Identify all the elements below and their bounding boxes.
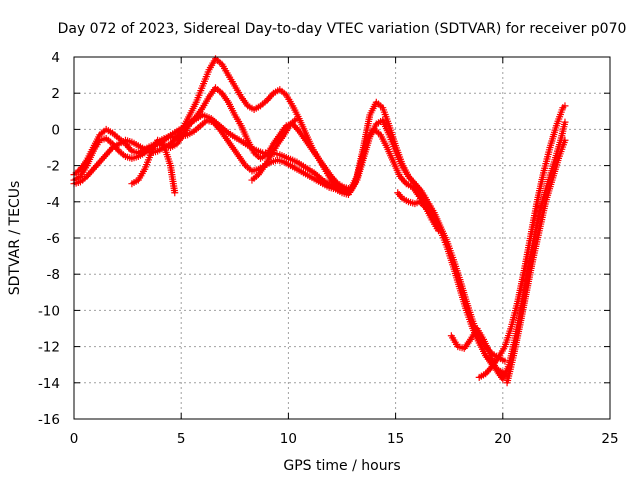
data-point-marker (317, 175, 325, 183)
y-tick-label: -4 (47, 195, 60, 211)
series-track-7 (128, 136, 179, 197)
series-track-6 (503, 136, 569, 387)
y-tick-label: 4 (51, 50, 60, 66)
data-points (70, 55, 569, 387)
x-tick-label: 15 (387, 431, 404, 447)
y-tick-label: -2 (47, 159, 60, 175)
y-tick-label: -8 (47, 267, 60, 283)
series-track-3 (70, 55, 509, 378)
data-point-marker (293, 115, 301, 123)
series-line (478, 104, 566, 379)
series-track-8 (156, 111, 352, 195)
y-tick-label: -6 (47, 231, 60, 247)
data-point-marker (561, 102, 569, 110)
y-tick-label: 0 (51, 122, 60, 138)
axis-ticks: 0 5 10 15 20 25 -16 -14 -12 -10 -8 -6 -4 -2 0 2 4 (38, 50, 619, 447)
series-track-9 (248, 115, 301, 184)
series-track-5 (475, 102, 569, 381)
y-tick-label: -16 (38, 412, 60, 428)
y-axis-label: SDTVAR / TECUs (7, 181, 23, 296)
data-point-marker (561, 118, 569, 126)
x-tick-label: 20 (494, 431, 511, 447)
series-track-10 (394, 189, 436, 220)
y-tick-label: 2 (51, 86, 60, 102)
y-tick-label: -12 (38, 340, 60, 356)
x-tick-label: 10 (280, 431, 297, 447)
series-track-4 (447, 118, 569, 383)
data-point-marker (163, 134, 171, 142)
y-tick-label: -14 (38, 376, 60, 392)
chart-title: Day 072 of 2023, Sidereal Day-to-day VTE… (58, 21, 627, 37)
data-point-marker (344, 187, 352, 195)
y-tick-label: -10 (38, 303, 60, 319)
data-point-marker (561, 136, 569, 144)
x-tick-label: 0 (70, 431, 79, 447)
x-tick-label: 25 (601, 431, 618, 447)
data-point-marker (223, 128, 231, 136)
data-point-marker (428, 212, 436, 220)
x-axis-label: GPS time / hours (283, 458, 400, 474)
data-point-marker (171, 189, 179, 197)
x-tick-label: 5 (177, 431, 186, 447)
data-point-marker (501, 357, 509, 365)
